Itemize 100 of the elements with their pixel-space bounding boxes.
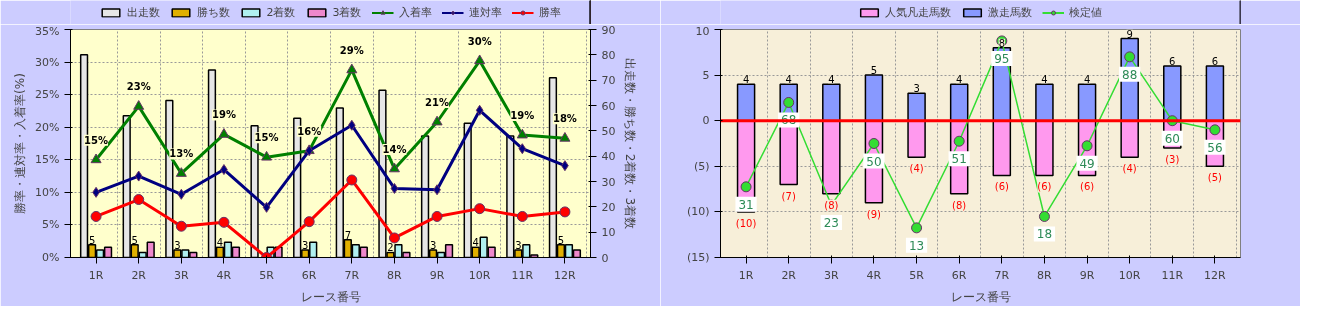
legend-label: 検定値 [1069,4,1102,20]
data-label: (4) [1122,163,1137,175]
x-tick-label: 7R [994,268,1010,282]
data-label: 4 [472,237,479,249]
x-tick-label: 5R [259,268,275,282]
y-tick-label: (15) [686,251,710,264]
y-tick-label: 5 [702,68,710,82]
legend-label: 連対率 [468,4,502,20]
x-tick-label: 6R [301,268,317,282]
x-tick-label: 11R [1161,268,1184,282]
y2-tick-label: 80 [601,48,616,62]
x-tick-label: 10R [1118,268,1141,282]
data-label: 50 [866,154,882,169]
data-label: 31 [738,197,754,212]
x-tick-label: 6R [951,268,967,282]
data-label: 3 [174,239,181,251]
data-label: 3 [913,83,920,95]
data-label: 13% [169,148,194,160]
y2-tick-label: 0 [601,251,609,265]
data-label: (3) [1165,154,1180,166]
data-label: 3 [302,239,309,251]
data-label: 88 [1122,67,1138,82]
data-label: 13 [908,238,925,253]
data-label: 5 [131,234,138,246]
data-label: (8) [824,199,839,211]
x-tick-label: 9R [1079,268,1095,282]
y-tick-label: 15% [35,153,60,167]
data-label: 4 [956,74,963,86]
data-label: (7) [781,190,796,202]
y2-tick-label: 40 [601,150,616,164]
data-label: 5 [557,234,565,246]
data-label: 8 [998,37,1006,49]
data-label: 23% [126,81,151,93]
x-tick-label: 3R [174,268,189,282]
x-tick-label: 8R [1037,268,1053,282]
data-label: 51 [951,152,967,167]
y-tick-label: 30% [35,55,60,69]
y-tick-label: 20% [35,120,60,134]
y-tick-label: (5) [693,159,710,173]
data-label: 30% [467,35,492,47]
data-label: 5 [870,65,878,77]
data-label: 49 [1079,156,1095,171]
data-label: 60 [1164,131,1180,146]
data-label: 16% [297,125,322,137]
x-tick-label: 10R [468,268,491,282]
y-tick-label: 0% [42,251,60,264]
data-label: 4 [1083,74,1091,86]
x-tick-label: 2R [131,268,147,282]
x-tick-label: 3R [824,268,839,282]
x-tick-label: 12R [1204,268,1227,282]
data-label: 14% [382,143,407,155]
data-label: 4 [828,74,835,86]
data-label: (6) [1037,181,1052,193]
data-label: (6) [1079,181,1095,193]
data-label: 4 [216,237,224,249]
data-label: 21% [425,97,450,108]
legend-label: 勝ち数 [196,4,230,20]
data-label: 29% [339,44,364,56]
data-label: 7 [344,229,352,241]
legend-label: 出走数 [126,4,160,20]
x-axis-title: レース番号 [950,289,1011,304]
x-tick-label: 2R [781,268,797,282]
data-label: 23 [823,216,839,231]
data-label: 6 [1169,55,1176,67]
y-tick-label: 10% [35,185,60,199]
x-tick-label: 4R [866,268,882,282]
y-tick-label: 0 [702,114,710,128]
y2-tick-label: 90 [601,23,616,37]
y-axis-title: 勝率・連対率・入着率(%) [13,73,28,214]
data-label: 2 [387,242,394,254]
data-label: (6) [994,181,1009,193]
x-axis-title: レース番号 [300,289,361,304]
y2-tick-label: 30 [601,175,616,189]
x-tick-label: 9R [429,268,445,282]
data-label: 9 [1126,28,1133,40]
data-label: 4 [742,74,750,86]
y2-tick-label: 10 [601,226,616,240]
data-label: (8) [952,199,967,211]
legend-label: 勝率 [538,4,561,20]
data-label: (10) [735,217,757,229]
y-tick-label: 5% [42,218,60,232]
y2-tick-label: 70 [601,74,616,88]
legend-label: 入着率 [398,4,432,20]
data-label: 18% [552,113,577,125]
data-label: 5 [88,234,96,246]
x-tick-label: 4R [216,268,232,282]
y2-axis-title: 出走数・勝ち数・2着数・3着数 [623,57,638,230]
data-label: 18 [1036,227,1053,242]
legend-label: 激走馬数 [988,4,1032,20]
legend-label: 3着数 [332,4,362,20]
data-label: 4 [785,74,792,86]
data-label: 4 [1041,74,1048,86]
x-tick-label: 1R [738,268,754,282]
y-tick-label: 25% [35,88,60,102]
x-tick-label: 11R [511,268,534,282]
data-label: (5) [1207,172,1223,184]
legend-label: 人気凡走馬数 [885,4,951,20]
y-tick-label: 35% [35,24,60,38]
y2-tick-label: 50 [601,124,616,138]
data-label: 19% [211,109,236,121]
